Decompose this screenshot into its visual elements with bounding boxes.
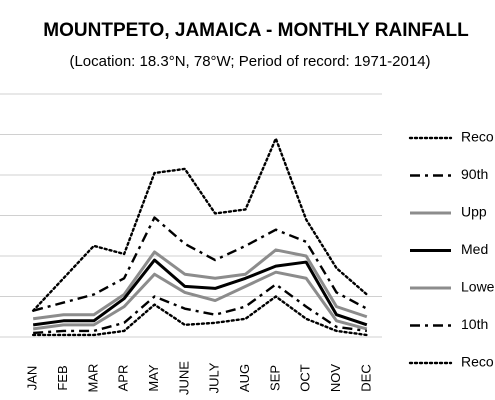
series-line-6 <box>31 295 369 337</box>
series-lines <box>31 137 369 337</box>
x-tick-label: OCT <box>298 364 313 392</box>
x-tick-label: JAN <box>25 366 40 391</box>
x-tick-label: JUNE <box>176 361 191 395</box>
x-tick-label: MAR <box>85 364 100 393</box>
legend-label: Reco <box>461 129 494 145</box>
legend-label: Lowe <box>461 279 495 295</box>
legend-label: 10th <box>461 316 488 332</box>
x-tick-label: AUG <box>237 364 252 392</box>
x-tick-labels: JAN FEB MAR APR MAY JUNE JULY AUG SEP OCT NOV DEC <box>25 361 374 395</box>
legend-label: Med <box>461 241 488 257</box>
x-tick-label: SEP <box>267 365 282 391</box>
legend-label: Upp <box>461 204 487 220</box>
series-line-0 <box>31 137 369 312</box>
series-line-5 <box>33 283 367 335</box>
x-tick-label: FEB <box>55 365 70 390</box>
x-tick-label: JULY <box>207 362 222 393</box>
chart-title: MOUNTPETO, JAMAICA - MONTHLY RAINFALL <box>43 20 469 41</box>
series-line-2 <box>32 248 368 321</box>
series-line-4 <box>32 270 368 331</box>
x-tick-label: MAY <box>146 364 161 392</box>
x-tick-label: DEC <box>358 364 373 391</box>
x-tick-label: NOV <box>328 364 343 393</box>
x-tick-label: APR <box>116 365 131 392</box>
series-line-1 <box>32 216 368 312</box>
gridlines <box>0 93 382 338</box>
series-line-3 <box>32 258 368 327</box>
legend-label: 90th <box>461 166 488 182</box>
legend-label: Reco <box>461 354 494 370</box>
chart-subtitle: (Location: 18.3°N, 78°W; Period of recor… <box>69 53 430 70</box>
legend: Reco 90th Upp Med Lowe 10th Reco <box>408 129 495 370</box>
